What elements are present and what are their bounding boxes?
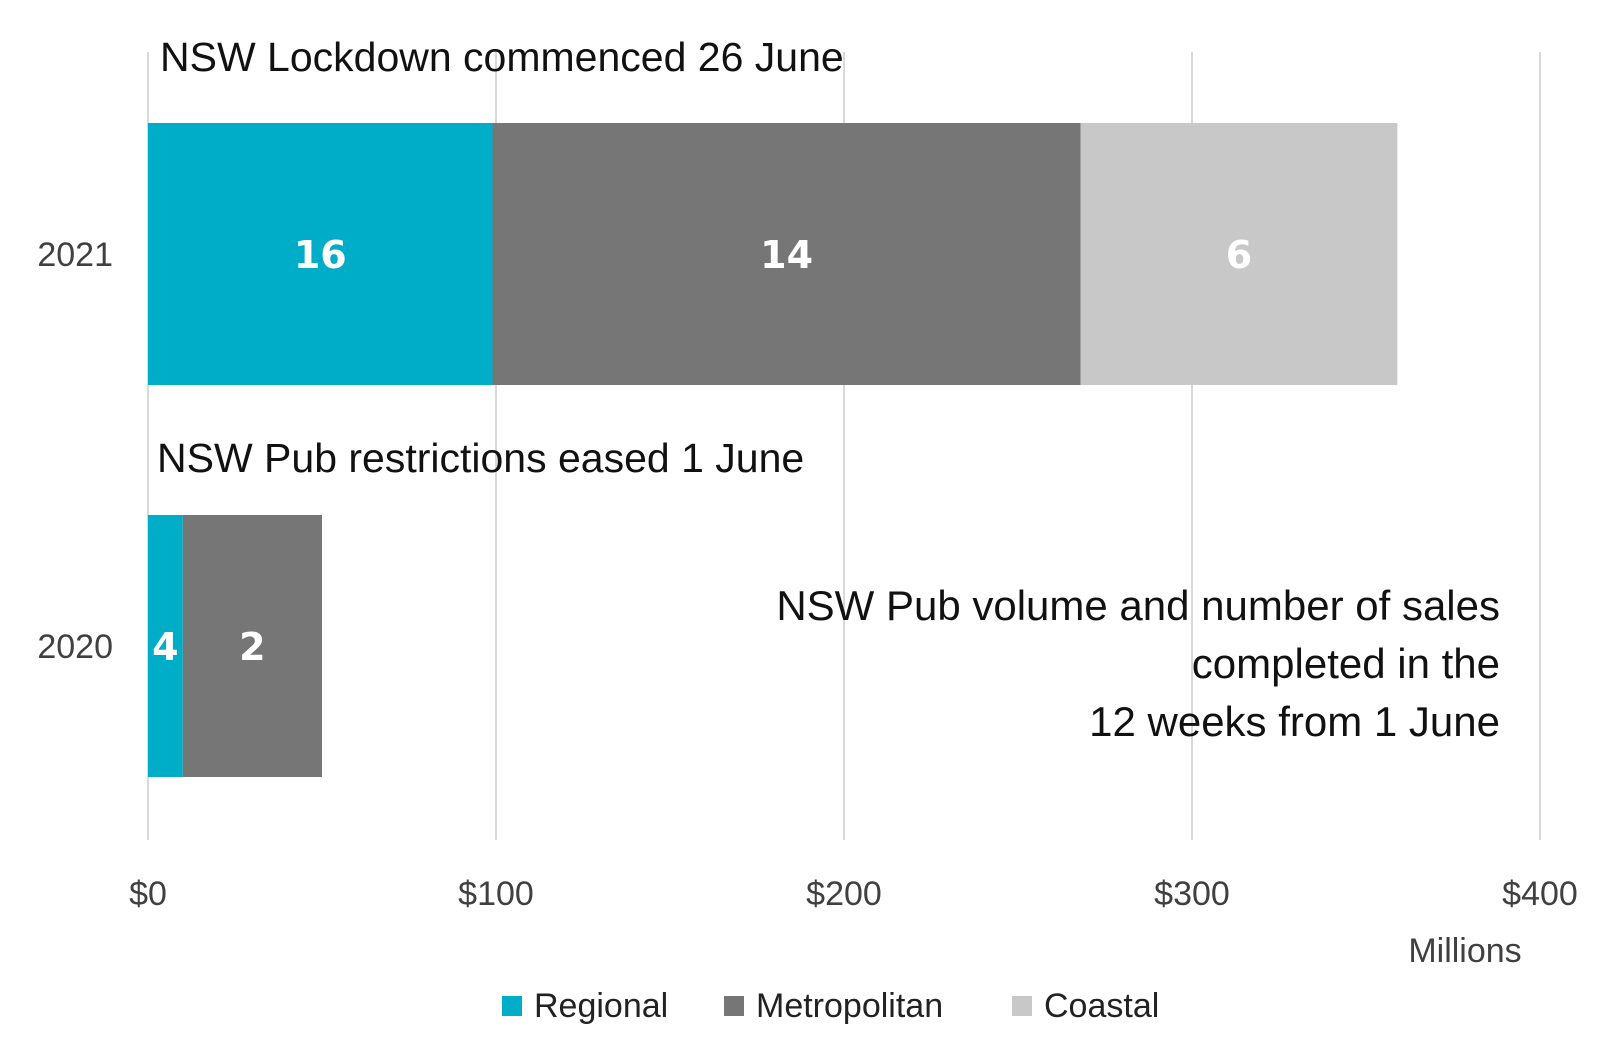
legend-label-metropolitan: Metropolitan: [756, 987, 943, 1025]
legend-swatch-metropolitan: [724, 996, 744, 1016]
x-tick-label-0: $0: [129, 875, 167, 913]
legend: Regional Metropolitan Coastal: [502, 987, 1159, 1025]
subtitle-line-1: NSW Pub volume and number of sales: [776, 582, 1500, 629]
x-unit-label: Millions: [1408, 932, 1521, 970]
bar-2020-metropolitan: [182, 515, 322, 777]
legend-item-coastal: Coastal: [1012, 987, 1159, 1025]
x-tick-label-3: $300: [1154, 875, 1230, 913]
legend-swatch-coastal: [1012, 996, 1032, 1016]
bar-2021-coastal: [1080, 123, 1398, 385]
x-tick-label-2: $200: [806, 875, 882, 913]
bars: [148, 123, 1398, 777]
x-tick-label-4: $400: [1502, 875, 1578, 913]
data-label-2020-regional: 4: [152, 625, 178, 669]
bar-2020-regional: [148, 515, 183, 777]
x-tick-label-1: $100: [458, 875, 534, 913]
bar-2021-metropolitan: [492, 123, 1081, 385]
chart-subtitle: NSW Pub volume and number of sales compl…: [776, 582, 1500, 745]
data-label-2021-regional: 16: [294, 233, 347, 277]
bar-2021-regional: [148, 123, 493, 385]
annotation-restrictions-eased: NSW Pub restrictions eased 1 June: [157, 435, 804, 481]
subtitle-line-3: 12 weeks from 1 June: [1089, 698, 1500, 745]
subtitle-line-2: completed in the: [1192, 640, 1500, 687]
x-tick-labels: $0 $100 $200 $300 $400: [129, 875, 1578, 913]
annotation-lockdown: NSW Lockdown commenced 26 June: [160, 34, 844, 80]
data-label-2020-metropolitan: 2: [239, 625, 265, 669]
legend-label-regional: Regional: [534, 987, 668, 1025]
data-label-2021-metropolitan: 14: [760, 233, 813, 277]
category-labels: 2021 2020: [37, 236, 113, 666]
category-label-2021: 2021: [37, 236, 113, 274]
data-label-2021-coastal: 6: [1226, 233, 1252, 277]
legend-swatch-regional: [502, 996, 522, 1016]
legend-item-regional: Regional: [502, 987, 668, 1025]
legend-label-coastal: Coastal: [1044, 987, 1159, 1025]
category-label-2020: 2020: [37, 628, 113, 666]
data-labels: 16 14 6 4 2: [152, 233, 1252, 669]
legend-item-metropolitan: Metropolitan: [724, 987, 943, 1025]
